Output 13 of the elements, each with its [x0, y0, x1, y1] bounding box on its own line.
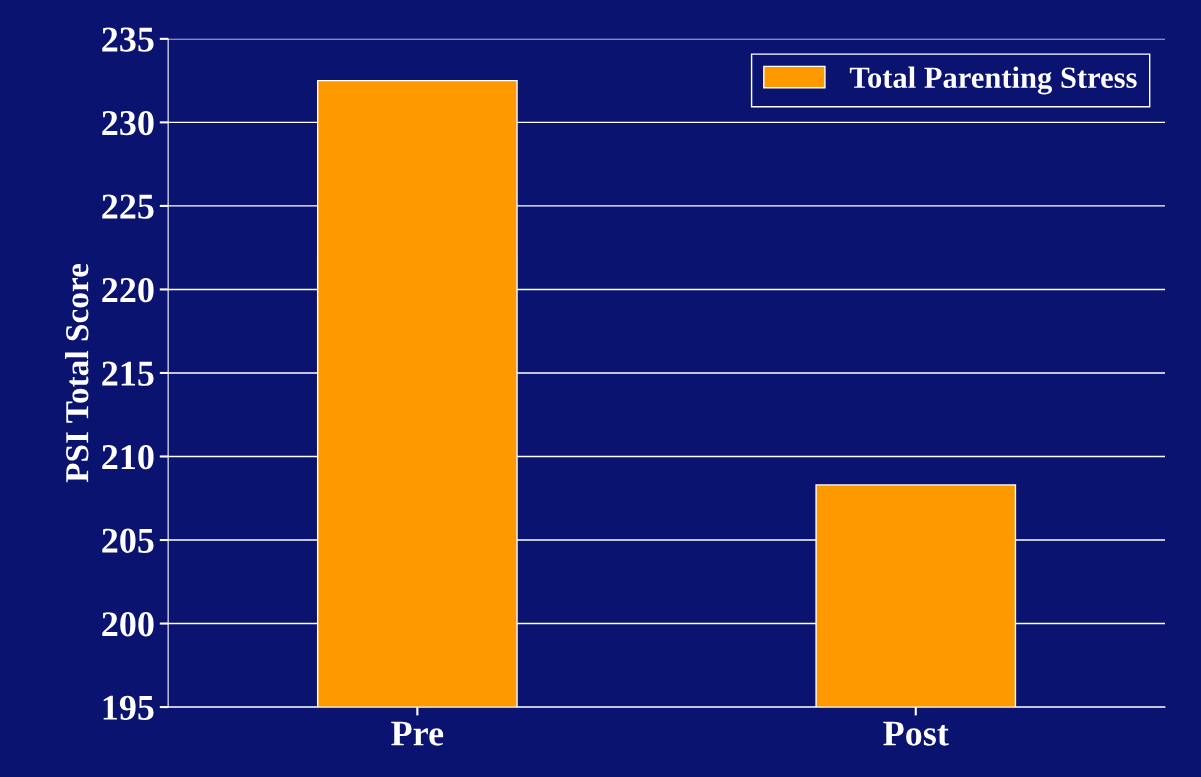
y-tick-label: 200	[102, 612, 154, 637]
y-axis-title: PSI Total Score	[64, 263, 89, 483]
legend-label: Total Parenting Stress	[849, 66, 1137, 95]
y-tick-label: 215	[102, 361, 154, 386]
y-tick-label: 210	[102, 445, 154, 470]
x-tick-label: Pre	[391, 721, 444, 746]
y-tick-label: 225	[102, 194, 154, 219]
y-tick-label: 235	[102, 27, 154, 52]
y-tick-label: 230	[102, 110, 154, 136]
y-tick-label: 220	[102, 277, 154, 303]
y-tick-label: 195	[103, 695, 154, 720]
y-tick-label: 205	[102, 528, 154, 553]
x-tick-label: Post	[883, 721, 949, 746]
